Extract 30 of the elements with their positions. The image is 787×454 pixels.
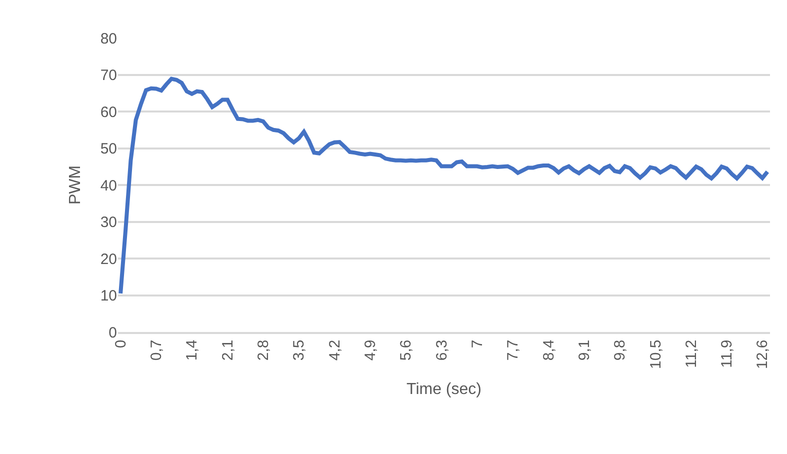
x-axis-title: Time (sec): [406, 381, 482, 398]
x-tick-label: 11,9: [718, 340, 736, 368]
y-tick-label: 80: [100, 30, 117, 48]
y-tick-label: 40: [100, 177, 117, 194]
x-tick-label: 3,5: [290, 340, 308, 361]
x-tick-label: 4,9: [362, 340, 380, 361]
x-tick-label: 6,3: [433, 340, 450, 361]
x-tick-label: 8,4: [540, 340, 558, 361]
x-tick-label: 2,8: [255, 340, 272, 361]
y-tick-label: 20: [100, 250, 117, 268]
y-tick-label: 70: [100, 67, 117, 84]
y-tick-label: 10: [100, 288, 117, 304]
x-tick-label: 1,4: [184, 340, 201, 361]
line-series: [118, 76, 770, 296]
x-tick-label: 11,2: [682, 340, 700, 368]
x-tick-label: 7,7: [504, 340, 522, 361]
y-tick-label: 60: [100, 104, 117, 121]
x-tick-label: 7: [468, 340, 486, 348]
y-axis-title: PWM: [67, 165, 84, 205]
y-tick-label: 50: [100, 140, 117, 158]
x-tick-label: 9,1: [576, 340, 593, 361]
x-tick-label: 12,6: [754, 340, 772, 369]
x-tick-label: 9,8: [612, 340, 629, 361]
x-tick-label: 0,7: [148, 340, 166, 361]
x-tick-label: 5,6: [398, 340, 415, 361]
x-tick-label: 0: [112, 340, 130, 348]
x-tick-label: 4,2: [326, 340, 344, 361]
x-tick-label: 10,5: [647, 340, 664, 369]
y-tick-label: 30: [100, 214, 117, 231]
x-tick-label: 2,1: [219, 340, 236, 361]
